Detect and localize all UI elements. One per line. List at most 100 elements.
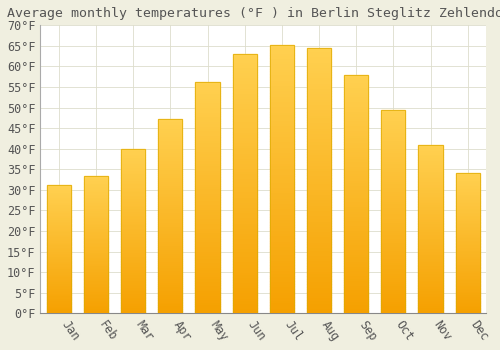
- Bar: [418, 147, 442, 149]
- Bar: [456, 206, 480, 208]
- Bar: [196, 181, 220, 183]
- Bar: [47, 212, 71, 214]
- Bar: [382, 203, 406, 205]
- Bar: [232, 114, 257, 116]
- Bar: [456, 275, 480, 276]
- Bar: [418, 256, 442, 258]
- Bar: [344, 216, 368, 218]
- Bar: [307, 125, 331, 128]
- Bar: [418, 270, 442, 271]
- Bar: [307, 189, 331, 191]
- Bar: [121, 219, 146, 221]
- Bar: [456, 309, 480, 310]
- Bar: [232, 225, 257, 228]
- Bar: [158, 280, 182, 282]
- Bar: [84, 305, 108, 306]
- Bar: [270, 50, 294, 52]
- Bar: [84, 254, 108, 256]
- Bar: [418, 250, 442, 251]
- Bar: [158, 181, 182, 183]
- Bar: [196, 237, 220, 239]
- Bar: [456, 181, 480, 182]
- Bar: [418, 275, 442, 276]
- Bar: [382, 124, 406, 126]
- Bar: [418, 283, 442, 285]
- Bar: [47, 251, 71, 252]
- Bar: [121, 172, 146, 173]
- Bar: [344, 218, 368, 220]
- Bar: [344, 211, 368, 213]
- Bar: [232, 147, 257, 150]
- Bar: [344, 244, 368, 246]
- Bar: [270, 125, 294, 128]
- Bar: [196, 135, 220, 137]
- Bar: [158, 257, 182, 259]
- Bar: [196, 232, 220, 234]
- Bar: [344, 97, 368, 99]
- Bar: [382, 171, 406, 173]
- Bar: [232, 236, 257, 238]
- Bar: [232, 111, 257, 114]
- Bar: [382, 222, 406, 224]
- Bar: [270, 114, 294, 117]
- Bar: [270, 275, 294, 278]
- Bar: [307, 194, 331, 197]
- Bar: [456, 288, 480, 289]
- Bar: [270, 93, 294, 96]
- Bar: [232, 295, 257, 298]
- Bar: [344, 299, 368, 301]
- Bar: [344, 311, 368, 313]
- Bar: [47, 206, 71, 207]
- Bar: [84, 247, 108, 249]
- Bar: [307, 258, 331, 260]
- Bar: [121, 259, 146, 260]
- Bar: [121, 284, 146, 285]
- Bar: [158, 218, 182, 220]
- Bar: [344, 99, 368, 101]
- Bar: [196, 299, 220, 302]
- Bar: [196, 239, 220, 241]
- Bar: [418, 273, 442, 275]
- Bar: [270, 238, 294, 241]
- Bar: [307, 51, 331, 54]
- Bar: [382, 140, 406, 142]
- Bar: [307, 85, 331, 88]
- Bar: [456, 302, 480, 303]
- Bar: [158, 276, 182, 278]
- Bar: [158, 303, 182, 306]
- Bar: [270, 152, 294, 155]
- Bar: [270, 82, 294, 85]
- Bar: [121, 170, 146, 172]
- Bar: [307, 168, 331, 170]
- Bar: [456, 272, 480, 274]
- Bar: [121, 173, 146, 175]
- Bar: [344, 220, 368, 223]
- Bar: [196, 156, 220, 158]
- Bar: [270, 292, 294, 294]
- Bar: [232, 238, 257, 241]
- Bar: [158, 278, 182, 280]
- Bar: [344, 130, 368, 132]
- Bar: [158, 193, 182, 195]
- Bar: [344, 149, 368, 151]
- Bar: [196, 220, 220, 223]
- Bar: [382, 173, 406, 175]
- Bar: [418, 238, 442, 239]
- Bar: [121, 292, 146, 294]
- Bar: [196, 283, 220, 286]
- Bar: [382, 289, 406, 291]
- Bar: [307, 231, 331, 234]
- Bar: [456, 173, 480, 174]
- Bar: [344, 204, 368, 206]
- Bar: [418, 212, 442, 214]
- Bar: [232, 272, 257, 274]
- Bar: [456, 250, 480, 251]
- Bar: [196, 84, 220, 86]
- Bar: [418, 307, 442, 308]
- Bar: [232, 64, 257, 67]
- Bar: [382, 187, 406, 189]
- Bar: [84, 257, 108, 258]
- Bar: [158, 284, 182, 286]
- Bar: [121, 241, 146, 243]
- Bar: [382, 246, 406, 248]
